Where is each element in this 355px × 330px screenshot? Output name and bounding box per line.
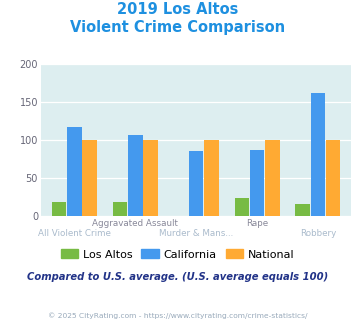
Bar	[82, 140, 97, 216]
Bar	[326, 140, 340, 216]
Text: © 2025 CityRating.com - https://www.cityrating.com/crime-statistics/: © 2025 CityRating.com - https://www.city…	[48, 312, 307, 318]
Bar	[143, 140, 158, 216]
Bar	[128, 135, 143, 216]
Bar	[265, 140, 280, 216]
Bar	[235, 198, 249, 216]
Text: All Violent Crime: All Violent Crime	[38, 229, 111, 238]
Bar	[295, 204, 310, 216]
Bar	[250, 150, 264, 216]
Bar	[189, 151, 203, 216]
Text: Compared to U.S. average. (U.S. average equals 100): Compared to U.S. average. (U.S. average …	[27, 272, 328, 282]
Bar	[311, 93, 325, 216]
Bar	[113, 202, 127, 216]
Text: Murder & Mans...: Murder & Mans...	[159, 229, 233, 238]
Text: Rape: Rape	[246, 219, 268, 228]
Legend: Los Altos, California, National: Los Altos, California, National	[56, 245, 299, 264]
Bar	[52, 203, 66, 216]
Bar	[67, 127, 82, 216]
Bar	[204, 140, 219, 216]
Text: Robbery: Robbery	[300, 229, 336, 238]
Text: Aggravated Assault: Aggravated Assault	[92, 219, 178, 228]
Text: 2019 Los Altos: 2019 Los Altos	[117, 2, 238, 16]
Text: Violent Crime Comparison: Violent Crime Comparison	[70, 20, 285, 35]
